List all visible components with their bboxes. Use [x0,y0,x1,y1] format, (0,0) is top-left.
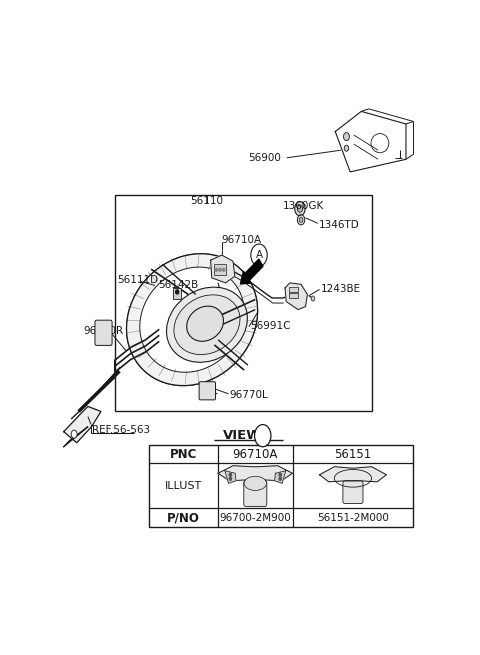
Polygon shape [320,467,386,482]
Ellipse shape [167,287,247,362]
Bar [149,445,413,527]
FancyBboxPatch shape [199,382,216,400]
Bar [289,288,298,292]
Text: 56142B: 56142B [158,280,199,290]
Text: 56991C: 56991C [250,321,290,331]
Circle shape [279,474,281,476]
Circle shape [229,477,231,480]
Bar [215,264,226,275]
Polygon shape [64,406,101,443]
Circle shape [279,477,281,480]
Polygon shape [275,471,286,483]
Text: 1243BE: 1243BE [321,284,360,294]
Text: 56151: 56151 [335,448,372,461]
FancyBboxPatch shape [95,320,112,345]
Circle shape [297,205,302,212]
Bar [289,293,298,299]
Polygon shape [218,466,292,481]
Text: 1346TD: 1346TD [319,220,360,230]
Text: 96710A: 96710A [233,448,278,461]
Text: 96710A: 96710A [222,235,262,245]
Text: P/NO: P/NO [167,512,200,525]
Text: VIEW: VIEW [223,429,262,442]
Text: ILLUST: ILLUST [165,481,202,491]
Ellipse shape [174,295,240,354]
Circle shape [344,132,349,141]
Circle shape [176,290,179,294]
Circle shape [295,202,305,215]
Polygon shape [64,426,88,447]
Text: 96700-2M900: 96700-2M900 [219,513,291,523]
Bar [115,195,372,411]
Text: 56151-2M000: 56151-2M000 [317,513,389,523]
Circle shape [215,269,217,271]
Polygon shape [285,283,307,310]
Text: 96770L: 96770L [229,390,268,400]
FancyArrow shape [240,259,263,284]
Text: 56900: 56900 [249,153,281,163]
FancyBboxPatch shape [343,481,363,504]
Text: A: A [259,431,266,441]
Circle shape [297,215,305,225]
Bar [173,288,181,299]
Text: 1360GK: 1360GK [283,200,324,211]
Text: 56110: 56110 [191,196,223,206]
Ellipse shape [187,306,224,341]
Circle shape [251,244,267,266]
Text: REF.56-563: REF.56-563 [92,425,150,435]
Circle shape [219,269,221,271]
Text: A: A [255,250,263,260]
Circle shape [229,474,231,476]
Text: 96770R: 96770R [84,326,123,336]
Circle shape [299,217,303,222]
Ellipse shape [140,267,244,372]
Circle shape [223,269,225,271]
Circle shape [311,296,315,301]
Circle shape [344,145,348,151]
Ellipse shape [127,253,258,386]
Text: 56111D: 56111D [118,275,159,286]
Polygon shape [225,471,236,483]
Circle shape [71,430,77,438]
FancyBboxPatch shape [244,480,267,506]
Circle shape [254,424,271,447]
Polygon shape [211,255,235,283]
Text: PNC: PNC [170,448,197,461]
Ellipse shape [244,476,266,491]
